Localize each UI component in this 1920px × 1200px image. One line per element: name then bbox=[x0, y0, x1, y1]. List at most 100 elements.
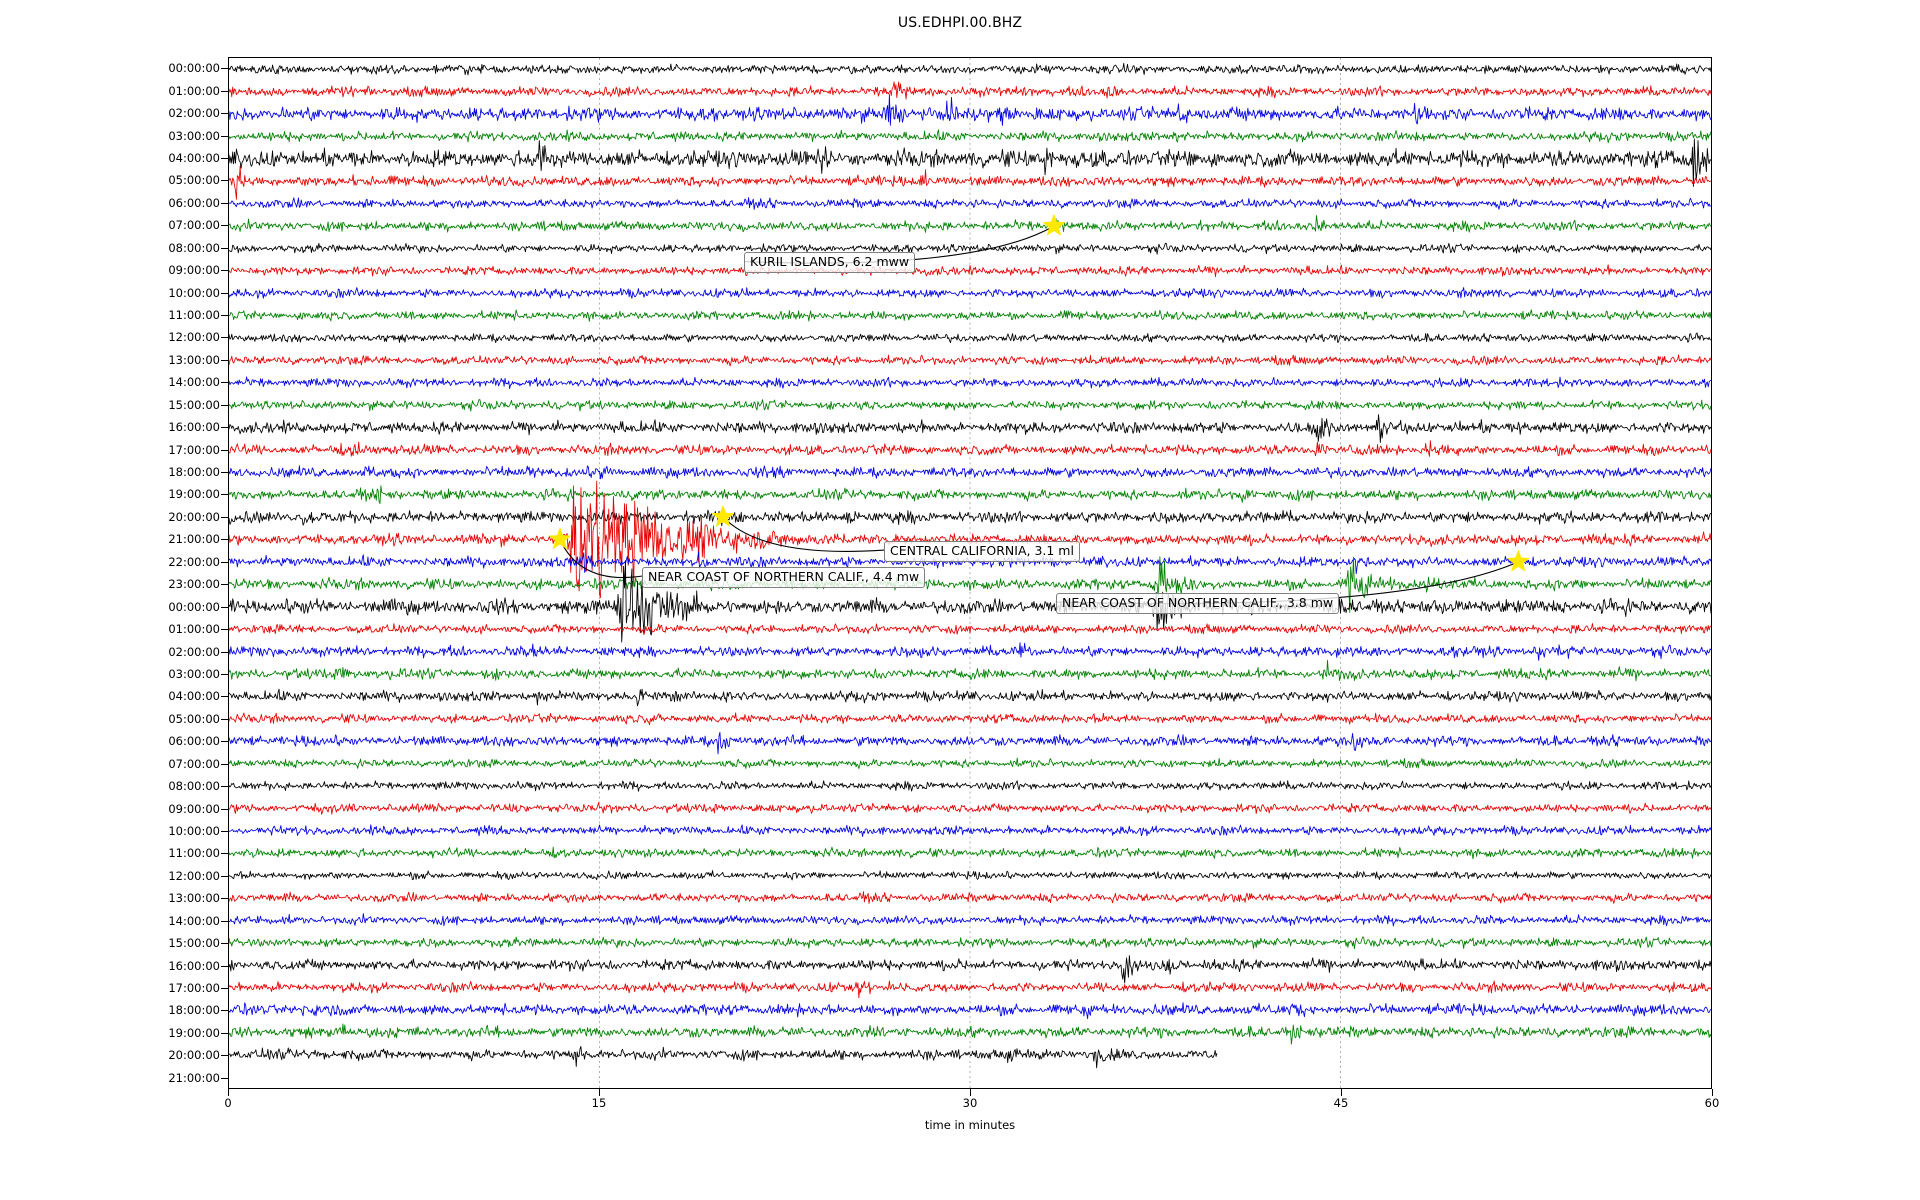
seismogram-trace bbox=[229, 1002, 1711, 1020]
y-tick-label: 20:00:00 bbox=[168, 509, 220, 524]
seismogram-trace bbox=[229, 287, 1711, 299]
y-tick-mark bbox=[221, 1077, 228, 1079]
y-tick-mark bbox=[221, 943, 228, 945]
earthquake-annotation-label[interactable]: NEAR COAST OF NORTHERN CALIF., 3.8 mw bbox=[1056, 593, 1340, 614]
y-tick-label: 07:00:00 bbox=[168, 756, 220, 771]
y-tick-label: 10:00:00 bbox=[168, 824, 220, 838]
y-tick-label: 15:00:00 bbox=[168, 397, 220, 412]
seismogram-trace bbox=[229, 560, 1711, 643]
seismogram-trace bbox=[229, 376, 1711, 390]
earthquake-star-marker[interactable] bbox=[548, 527, 572, 550]
y-tick-label: 04:00:00 bbox=[168, 150, 220, 165]
x-tick-mark bbox=[228, 1089, 229, 1096]
earthquake-annotation-label[interactable]: CENTRAL CALIFORNIA, 3.1 ml bbox=[884, 541, 1080, 562]
seismogram-trace bbox=[229, 642, 1711, 661]
earthquake-annotation-label[interactable]: NEAR COAST OF NORTHERN CALIF., 4.4 mw bbox=[642, 567, 926, 588]
helicorder-axes bbox=[228, 57, 1712, 1089]
y-tick-label: 06:00:00 bbox=[168, 195, 220, 210]
y-tick-mark bbox=[221, 427, 228, 429]
y-tick-mark bbox=[221, 270, 228, 272]
y-tick-label: 03:00:00 bbox=[168, 128, 220, 143]
seismogram-trace bbox=[229, 414, 1711, 443]
y-tick-label: 18:00:00 bbox=[168, 465, 220, 480]
y-tick-label: 12:00:00 bbox=[168, 868, 220, 883]
seismogram-trace bbox=[229, 129, 1711, 144]
y-tick-mark bbox=[221, 135, 228, 137]
earthquake-star-marker[interactable] bbox=[1042, 213, 1066, 236]
y-tick-label: 09:00:00 bbox=[168, 801, 220, 816]
y-tick-mark bbox=[221, 875, 228, 877]
x-tick-mark bbox=[1341, 1089, 1342, 1096]
y-tick-mark bbox=[221, 898, 228, 900]
seismogram-trace bbox=[229, 465, 1711, 480]
seismogram-trace bbox=[229, 757, 1711, 769]
y-tick-mark bbox=[221, 1010, 228, 1012]
y-tick-label: 11:00:00 bbox=[168, 846, 220, 861]
x-tick-label: 0 bbox=[224, 1096, 232, 1110]
seismogram-trace bbox=[229, 712, 1711, 726]
y-tick-label: 18:00:00 bbox=[168, 1003, 220, 1018]
y-tick-label: 01:00:00 bbox=[168, 83, 220, 98]
y-tick-label: 20:00:00 bbox=[168, 1048, 220, 1063]
y-tick-mark bbox=[221, 651, 228, 653]
seismogram-trace bbox=[229, 440, 1711, 457]
page-title: US.EDHPI.00.BHZ bbox=[897, 15, 1023, 31]
y-tick-mark bbox=[221, 516, 228, 518]
y-tick-mark bbox=[221, 584, 228, 586]
y-tick-label: 08:00:00 bbox=[168, 240, 220, 255]
y-tick-mark bbox=[221, 561, 228, 563]
y-tick-mark bbox=[221, 337, 228, 339]
y-tick-label: 09:00:00 bbox=[168, 263, 220, 278]
seismogram-trace bbox=[229, 688, 1711, 707]
seismogram-trace bbox=[229, 215, 1711, 233]
y-tick-label: 13:00:00 bbox=[168, 891, 220, 906]
y-tick-label: 21:00:00 bbox=[168, 1070, 220, 1085]
y-tick-mark bbox=[221, 965, 228, 967]
earthquake-annotation-label[interactable]: KURIL ISLANDS, 6.2 mww bbox=[744, 252, 916, 273]
y-tick-mark bbox=[221, 673, 228, 675]
seismogram-trace bbox=[229, 980, 1711, 999]
seismogram-trace bbox=[229, 659, 1711, 682]
y-tick-mark bbox=[221, 741, 228, 743]
seismogram-trace bbox=[229, 332, 1711, 344]
y-tick-label: 19:00:00 bbox=[168, 487, 220, 502]
y-tick-mark bbox=[221, 382, 228, 384]
y-tick-mark bbox=[221, 718, 228, 720]
y-tick-mark bbox=[221, 988, 228, 990]
y-tick-mark bbox=[221, 180, 228, 182]
x-tick-label: 15 bbox=[591, 1096, 607, 1110]
seismogram-trace bbox=[229, 846, 1711, 860]
earthquake-star-marker[interactable] bbox=[711, 504, 735, 528]
x-tick-label: 30 bbox=[962, 1096, 978, 1110]
seismogram-trace bbox=[229, 166, 1711, 200]
y-tick-label: 23:00:00 bbox=[168, 577, 220, 592]
seismogram-trace bbox=[229, 309, 1711, 322]
y-tick-label: 05:00:00 bbox=[168, 711, 220, 726]
y-tick-label: 05:00:00 bbox=[168, 173, 220, 188]
seismogram-trace bbox=[229, 1046, 1218, 1069]
earthquake-star-marker[interactable] bbox=[1506, 549, 1531, 572]
seismogram-trace bbox=[229, 197, 1711, 210]
y-tick-mark bbox=[221, 472, 228, 474]
seismogram-trace bbox=[229, 913, 1711, 927]
y-tick-mark bbox=[221, 225, 228, 227]
y-tick-mark bbox=[221, 606, 228, 608]
y-tick-mark bbox=[221, 157, 228, 159]
y-tick-label: 22:00:00 bbox=[168, 554, 220, 569]
seismogram-trace bbox=[229, 62, 1711, 76]
y-tick-label: 10:00:00 bbox=[168, 285, 220, 300]
seismogram-trace bbox=[229, 780, 1711, 792]
y-tick-label: 14:00:00 bbox=[168, 913, 220, 928]
x-tick-mark bbox=[970, 1089, 971, 1096]
y-tick-label: 02:00:00 bbox=[168, 106, 220, 121]
y-tick-mark bbox=[221, 404, 228, 406]
y-tick-mark bbox=[221, 786, 228, 788]
y-tick-label: 07:00:00 bbox=[168, 218, 220, 233]
y-tick-mark bbox=[221, 853, 228, 855]
y-tick-label: 15:00:00 bbox=[168, 936, 220, 951]
y-tick-mark bbox=[221, 808, 228, 810]
y-tick-mark bbox=[221, 763, 228, 765]
seismogram-trace bbox=[229, 936, 1711, 950]
annotation-connector bbox=[722, 516, 885, 552]
